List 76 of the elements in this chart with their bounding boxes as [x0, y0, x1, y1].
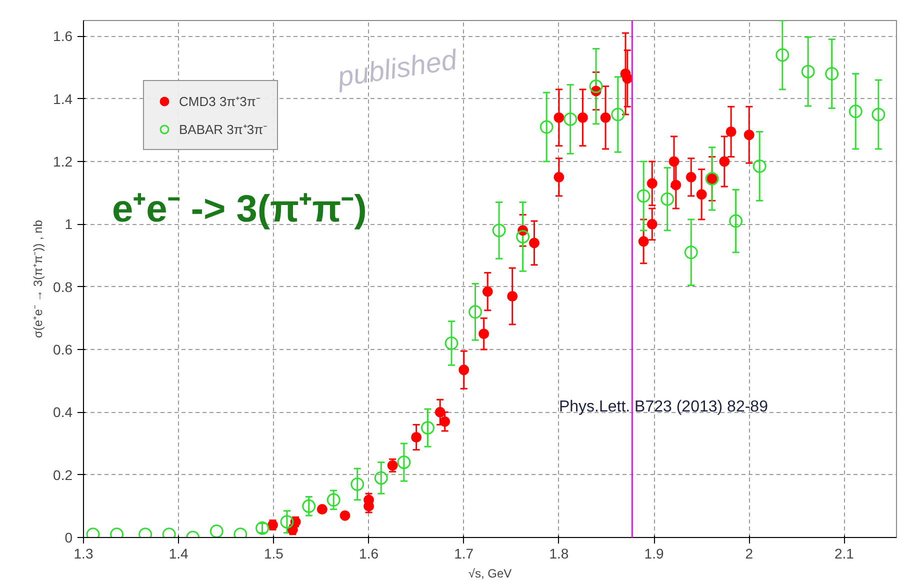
point: [554, 112, 564, 123]
point: [478, 328, 490, 340]
point: [540, 120, 554, 134]
x-tick-label: 1.6: [359, 546, 379, 562]
point: [420, 421, 434, 435]
point: [776, 48, 790, 62]
point: [564, 112, 578, 126]
y-tick-label: 0.2: [53, 466, 73, 483]
x-tick-label: 1.9: [644, 546, 664, 562]
point: [528, 238, 540, 248]
point: [411, 432, 422, 442]
point: [719, 156, 730, 167]
point: [326, 493, 340, 507]
point: [316, 504, 328, 515]
point: [729, 214, 743, 228]
annotation: e⁺e⁻ -> 3(π⁺π⁻): [112, 188, 367, 230]
legend-label: CMD3 3π⁺3π⁻: [179, 93, 260, 110]
annotation: Phys.Lett. B723 (2013) 82-89: [558, 398, 768, 416]
point: [611, 108, 625, 122]
point: [492, 224, 506, 238]
point: [577, 112, 588, 123]
x-tick-label: 1.3: [74, 546, 94, 562]
point: [302, 499, 316, 513]
point: [684, 246, 698, 260]
y-tick-label: 1: [64, 216, 73, 232]
y-tick-label: 0.6: [53, 342, 73, 358]
point: [848, 104, 862, 118]
point: [468, 305, 482, 319]
point: [622, 73, 633, 84]
point: [280, 515, 294, 529]
point: [340, 510, 350, 521]
point: [554, 172, 564, 182]
point: [458, 364, 470, 376]
point: [256, 521, 270, 535]
point: [434, 406, 446, 418]
point: [801, 64, 815, 78]
point: [350, 477, 364, 491]
point: [210, 524, 224, 538]
x-axis-title: √s, GeV: [468, 566, 512, 580]
y-tick-label: 0: [64, 530, 73, 546]
point: [482, 286, 493, 297]
point: [444, 336, 458, 350]
point: [440, 416, 450, 427]
x-tick-label: 1.7: [454, 546, 474, 562]
point: [636, 189, 650, 203]
y-tick-label: 1.4: [53, 90, 73, 107]
legend-label: BABAR 3π⁺3π⁻: [179, 121, 268, 138]
point: [516, 230, 530, 244]
x-tick-label: 2.1: [834, 546, 854, 562]
y-tick-label: 1.2: [53, 154, 73, 170]
y-tick-label: 1.6: [53, 28, 73, 44]
point: [872, 108, 886, 122]
point: [507, 290, 518, 302]
annotation: published: [334, 44, 460, 93]
y-axis-title: σ(e⁺e⁻ → 3(π⁺π⁻)) , nb: [31, 220, 46, 338]
x-tick-label: 1.8: [549, 546, 569, 562]
point: [825, 67, 839, 81]
point: [646, 178, 658, 189]
point: [686, 172, 696, 182]
point: [696, 189, 707, 200]
x-tick-label: 2: [745, 546, 754, 562]
point: [726, 126, 736, 137]
y-tick-label: 0.8: [53, 278, 73, 295]
point: [752, 159, 766, 173]
point: [600, 112, 611, 123]
point: [660, 192, 674, 206]
x-tick-label: 1.5: [264, 546, 284, 562]
point: [638, 236, 649, 247]
point: [397, 456, 411, 470]
point: [387, 460, 398, 471]
point: [374, 471, 388, 485]
y-tick-label: 0.4: [53, 404, 73, 420]
x-tick-label: 1.4: [168, 546, 189, 562]
point: [589, 80, 603, 94]
point: [744, 130, 754, 140]
point: [646, 218, 658, 230]
